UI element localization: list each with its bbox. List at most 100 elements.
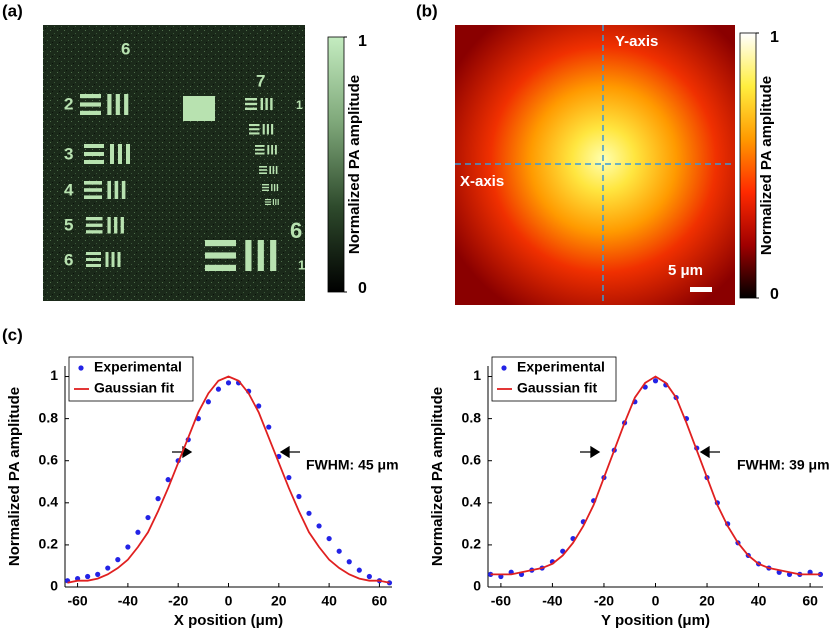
target-bar [277,199,279,205]
legend-label: Experimental [517,359,605,375]
target-label: 7 [256,71,265,90]
y-tick-label: 0 [50,578,58,594]
target-label: 6 [290,218,302,243]
x-tick-label: -20 [594,593,614,609]
target-bar [262,189,269,191]
target-bar [249,128,260,131]
target-bar [245,102,257,106]
data-point [225,380,232,386]
target-label: 6 [64,250,73,269]
colorbar [739,32,757,299]
target-bar [84,181,102,185]
target-bar [84,195,102,199]
x-tick-label: 40 [321,593,337,609]
y-tick-label: 0.8 [462,409,482,425]
target-bar [255,148,265,151]
target-bar [86,217,103,221]
target-bar [259,166,267,168]
target-bar [84,160,104,164]
x-tick-label: -40 [542,593,562,609]
target-bar [274,145,277,155]
x-tick-label: 40 [751,593,767,609]
target-bar [118,144,122,164]
target-bar [272,166,275,174]
colorbar-tick-label: 1 [770,29,779,46]
y-tick-label: 0.4 [39,494,59,510]
target-bar [126,144,130,164]
data-point [115,557,121,563]
colorbar-tick-label: 0 [358,280,367,297]
target-bar [270,98,273,110]
target-label: 1 [296,98,303,112]
data-point [366,573,372,580]
data-point [145,514,151,521]
target-bar [115,94,120,115]
y-tick-label: 0 [473,578,481,594]
target-bar [86,230,103,234]
target-bar [265,203,271,205]
target-bar [257,240,264,271]
x-tick-label: 0 [225,593,233,609]
x-axis-label: Y position (μm) [601,612,710,629]
target-bar [262,184,269,186]
data-point [125,544,131,550]
target-bar [249,124,260,127]
x-tick-label: 20 [271,593,287,609]
target-bar [205,240,236,247]
target-bar [120,217,124,234]
annotation: FWHM: 39 μm [737,457,830,473]
target-square [183,96,215,121]
data-point [215,386,222,392]
data-point [316,523,322,529]
colorbar-label: Normalized PA amplitude [346,75,363,254]
target-label: 6 [121,39,130,58]
target-bar [276,184,279,191]
target-bar [262,124,265,135]
target-bar [84,152,104,156]
target-bar [255,152,265,155]
x-tick-label: -60 [491,593,511,609]
target-bar [205,252,236,259]
target-label: 1 [298,257,305,272]
x-tick-label: -40 [118,593,138,609]
target-bar [117,252,121,267]
colorbar-tick-label: 1 [358,33,367,50]
target-bar [245,107,257,110]
target-label: 4 [64,180,74,199]
x-tick-label: 60 [802,593,818,609]
target-bar [111,252,115,267]
y-axis-label: Normalized PA amplitude [6,387,23,566]
target-bar [80,102,101,107]
target-bar [107,217,111,234]
data-point [256,403,262,409]
target-bar [271,124,274,135]
colorbar [327,36,345,293]
target-bar [107,181,111,199]
target-bar [86,264,101,267]
target-bar [273,184,276,191]
target-bar [249,132,260,135]
target-bar [260,98,263,110]
legend-box [68,356,194,402]
data-point [386,580,393,586]
y-tick-label: 1 [473,367,481,383]
x-axis-label: X position (μm) [174,612,283,629]
fit-line [490,375,821,576]
panel-label: (a) [2,1,23,20]
fwhm-arrows [580,445,720,459]
data-point [326,535,332,542]
data-point [266,424,272,430]
data-point [286,474,292,481]
target-bar [107,94,112,115]
legend-swatch [501,365,507,371]
target-bar [262,186,269,189]
target-bar [86,258,101,261]
target-bar [275,199,277,205]
target-label: 5 [64,215,73,234]
target-bar [270,240,277,271]
target-label: 3 [64,144,73,163]
data-point [165,477,171,483]
y-tick-label: 0.2 [39,536,59,552]
legend-box [491,356,617,402]
